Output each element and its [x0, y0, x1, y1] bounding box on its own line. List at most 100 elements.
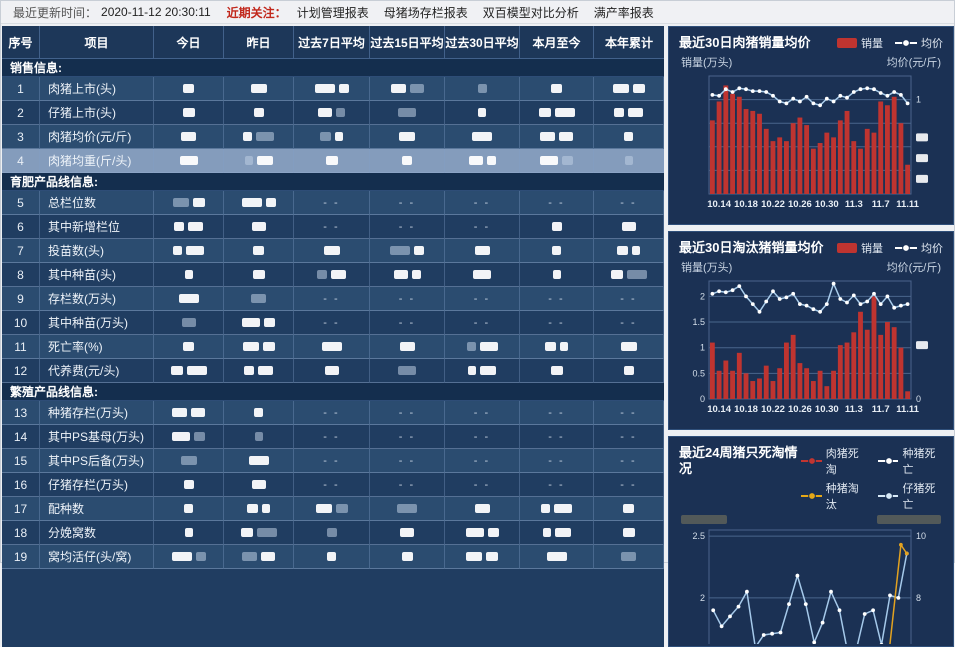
chart-legend: 销量 均价	[837, 240, 943, 256]
value-cell	[154, 545, 224, 569]
row-label: 其中PS基母(万头)	[40, 425, 154, 449]
redacted-value	[327, 552, 336, 561]
redacted-value	[612, 84, 629, 93]
redacted-value	[487, 528, 499, 537]
redacted-value	[183, 84, 194, 93]
value-cell	[154, 449, 224, 473]
no-data-dash: - -	[548, 454, 565, 467]
redacted-value	[242, 552, 257, 561]
redacted-value	[465, 528, 484, 537]
column-header-7: 过去30日平均	[445, 26, 520, 59]
table-row-14[interactable]: 14 其中PS基母(万头) - - - - - - - - - -	[2, 425, 664, 449]
legend-item-仔猪死亡[interactable]: 仔猪死亡	[878, 480, 943, 512]
value-cell	[224, 425, 294, 449]
focus-link-3[interactable]: 双百模型对比分析	[482, 5, 579, 20]
redacted-value	[172, 408, 187, 417]
table-row-12[interactable]: 12 代养费(元/头)	[2, 359, 664, 383]
no-data-dash: - -	[473, 220, 491, 233]
row-label: 其中新增栏位	[40, 215, 154, 239]
value-cell: - -	[294, 449, 370, 473]
no-data-dash: - -	[323, 316, 340, 329]
row-label: 代养费(元/头)	[40, 359, 154, 383]
value-cell: - -	[594, 473, 664, 497]
value-cell	[224, 239, 294, 263]
value-cell: - -	[445, 401, 520, 425]
value-cell	[370, 497, 445, 521]
chart-legend: 肉猪死淘 种猪死亡 种猪淘汰 仔猪死亡	[801, 445, 943, 512]
row-number: 5	[2, 191, 40, 215]
table-row-13[interactable]: 13 种猪存栏(万头) - - - - - - - - - -	[2, 401, 664, 425]
redacted-value	[474, 246, 490, 255]
redacted-value	[623, 366, 634, 375]
legend-item-销量[interactable]: 销量	[837, 35, 883, 51]
svg-text:8: 8	[916, 593, 921, 603]
redacted-value	[554, 504, 572, 513]
table-row-10[interactable]: 10 其中种苗(万头) - - - - - - - - - -	[2, 311, 664, 335]
table-row-6[interactable]: 6 其中新增栏位 - - - - - -	[2, 215, 664, 239]
redacted-value	[265, 198, 276, 207]
table-row-7[interactable]: 7 投苗数(头)	[2, 239, 664, 263]
value-cell	[224, 521, 294, 545]
redacted-value	[466, 552, 482, 561]
table-row-18[interactable]: 18 分娩窝数	[2, 521, 664, 545]
no-data-dash: - -	[473, 406, 491, 419]
redacted-value	[540, 156, 558, 165]
value-cell	[594, 215, 664, 239]
table-row-15[interactable]: 15 其中PS后备(万头) - - - - - - - - - -	[2, 449, 664, 473]
value-cell: - -	[594, 191, 664, 215]
table-row-19[interactable]: 19 窝均活仔(头/窝)	[2, 545, 664, 569]
table-row-8[interactable]: 8 其中种苗(头)	[2, 263, 664, 287]
value-cell	[445, 125, 520, 149]
table-row-17[interactable]: 17 配种数	[2, 497, 664, 521]
redacted-value	[251, 480, 266, 489]
redacted-value	[560, 342, 568, 351]
no-data-dash: - -	[548, 406, 565, 419]
value-cell: - -	[370, 287, 445, 311]
redacted-value	[258, 366, 273, 375]
table-row-1[interactable]: 1 肉猪上市(头)	[2, 77, 664, 101]
table-row-9[interactable]: 9 存栏数(万头) - - - - - - - - - -	[2, 287, 664, 311]
legend-item-均价[interactable]: 均价	[895, 240, 943, 256]
svg-text:11.3: 11.3	[845, 404, 863, 415]
value-cell	[520, 77, 594, 101]
value-cell	[224, 497, 294, 521]
redacted-value	[320, 132, 331, 141]
redacted-value	[390, 84, 406, 93]
value-cell	[224, 77, 294, 101]
table-row-4[interactable]: 4 肉猪均重(斤/头)	[2, 149, 664, 173]
focus-link-4[interactable]: 满产率报表	[593, 5, 654, 20]
focus-link-1[interactable]: 计划管理报表	[296, 5, 369, 20]
axis-labels-row: 销量(万头) 均价(元/斤)	[681, 259, 941, 275]
legend-label: 销量	[861, 243, 883, 255]
value-cell	[294, 77, 370, 101]
redacted-value	[252, 270, 265, 279]
legend-item-种猪死亡[interactable]: 种猪死亡	[878, 445, 943, 477]
value-cell	[594, 359, 664, 383]
value-cell	[224, 545, 294, 569]
line-marker-icon	[801, 457, 822, 465]
no-data-dash: - -	[398, 316, 416, 329]
legend-item-种猪淘汰[interactable]: 种猪淘汰	[801, 480, 866, 512]
redacted-value	[623, 504, 634, 513]
table-row-3[interactable]: 3 肉猪均价(元/斤)	[2, 125, 664, 149]
value-cell	[445, 77, 520, 101]
redacted-value	[172, 198, 189, 207]
svg-text:1: 1	[916, 95, 921, 105]
redacted-value	[248, 456, 269, 465]
table-row-5[interactable]: 5 总栏位数 - - - - - - - - - -	[2, 191, 664, 215]
redacted-value	[194, 432, 205, 441]
table-row-11[interactable]: 11 死亡率(%)	[2, 335, 664, 359]
legend-item-均价[interactable]: 均价	[895, 35, 943, 51]
no-data-dash: - -	[398, 454, 416, 467]
legend-item-销量[interactable]: 销量	[837, 240, 883, 256]
value-cell	[370, 521, 445, 545]
value-cell	[224, 215, 294, 239]
value-cell	[224, 125, 294, 149]
svg-text:10.26: 10.26	[788, 404, 812, 415]
focus-link-2[interactable]: 母猪场存栏报表	[383, 5, 468, 20]
value-cell: - -	[520, 473, 594, 497]
legend-item-肉猪死淘[interactable]: 肉猪死淘	[801, 445, 866, 477]
value-cell	[294, 149, 370, 173]
table-row-2[interactable]: 2 仔猪上市(头)	[2, 101, 664, 125]
table-row-16[interactable]: 16 仔猪存栏(万头) - - - - - - - - - -	[2, 473, 664, 497]
